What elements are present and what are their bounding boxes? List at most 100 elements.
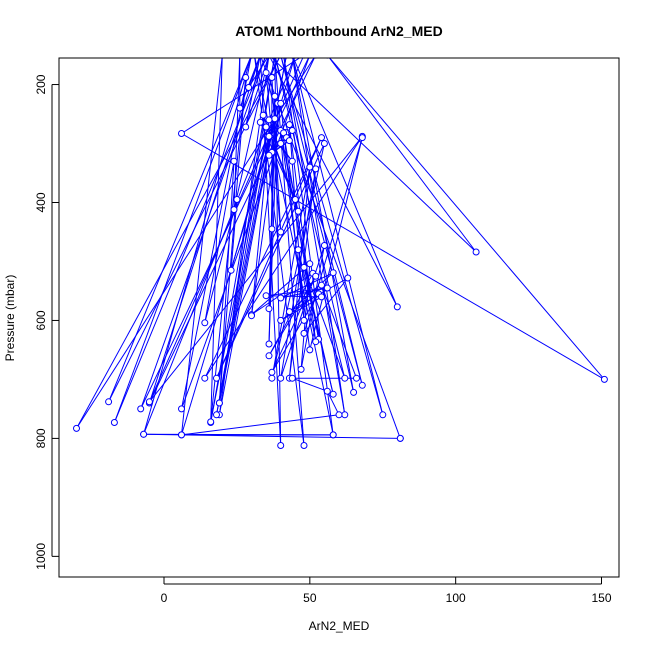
data-point [300, 316, 308, 324]
line-segment [326, 390, 340, 416]
line-segment [280, 245, 325, 379]
line-segment [280, 296, 322, 321]
data-point [265, 151, 273, 159]
data-point [288, 374, 296, 382]
line-segment [181, 414, 340, 436]
data-point [300, 263, 308, 271]
line-segment [181, 58, 301, 134]
data-point [277, 99, 285, 107]
data-point [268, 368, 276, 376]
data-point [233, 196, 241, 203]
data-point [313, 58, 318, 59]
data-point [145, 398, 153, 406]
data-point [277, 316, 285, 324]
data-point [277, 140, 285, 147]
line-segment [143, 58, 252, 435]
data-point [297, 365, 305, 373]
line-segment [321, 284, 357, 379]
data-point [472, 248, 480, 256]
data-point [278, 58, 283, 59]
data-point [265, 305, 273, 313]
line-segment [204, 161, 235, 323]
line-segment [216, 137, 322, 379]
data-point [249, 58, 254, 59]
line-segment [289, 272, 334, 312]
data-point [285, 121, 293, 129]
data-point [249, 58, 254, 59]
data-point [252, 58, 257, 59]
data-point [262, 292, 270, 300]
data-point [600, 375, 608, 383]
data-point [278, 58, 283, 59]
line-segment [303, 267, 346, 379]
data-point [277, 374, 285, 382]
data-point [290, 58, 295, 59]
data-point [393, 303, 401, 311]
data-point [350, 388, 358, 396]
data-point [264, 58, 269, 59]
line-segment [297, 249, 317, 342]
y-tick-label: 600 [34, 310, 48, 330]
line-segment [283, 58, 346, 415]
line-segment [248, 58, 268, 88]
data-point [105, 398, 113, 406]
line-segment [251, 136, 270, 316]
line-segment [321, 284, 346, 379]
plot-region [73, 58, 608, 449]
x-tick-label: 0 [161, 591, 168, 605]
line-segment [281, 58, 384, 415]
data-point [268, 225, 276, 233]
data-point [290, 58, 295, 59]
data-point [358, 381, 366, 389]
data-point [302, 58, 306, 59]
data-point [312, 272, 320, 280]
data-point [262, 69, 270, 77]
line-segment [76, 58, 280, 429]
data-point [335, 411, 343, 419]
data-point [396, 434, 404, 442]
line-segment [216, 119, 270, 415]
data-point [265, 340, 273, 348]
data-point [294, 246, 302, 254]
data-point [213, 411, 220, 419]
data-point [344, 274, 352, 282]
data-point [329, 431, 337, 439]
data-point [201, 319, 209, 327]
line-segment [292, 377, 328, 392]
data-point [242, 74, 250, 81]
data-point [329, 269, 337, 277]
line-segment [328, 58, 477, 253]
data-point [267, 58, 271, 59]
line-segment [303, 137, 363, 334]
line-segment [245, 58, 261, 128]
line-segment [230, 103, 279, 271]
series-line [76, 58, 605, 446]
line-segment [210, 119, 270, 422]
data-point [294, 207, 302, 215]
line-segment [181, 58, 223, 435]
x-axis: 0 50 100 150 [161, 577, 612, 605]
data-point [281, 58, 286, 59]
data-point [288, 127, 296, 134]
x-tick-label: 50 [303, 591, 317, 605]
data-point [258, 58, 263, 59]
data-point [265, 116, 273, 124]
data-point [323, 387, 331, 395]
data-point [300, 442, 308, 449]
data-point [312, 165, 320, 173]
data-point [320, 140, 328, 147]
data-point [267, 58, 271, 59]
line-segment [275, 58, 363, 386]
data-point [230, 157, 238, 165]
line-segment [262, 115, 299, 212]
data-point [320, 242, 328, 249]
data-point [341, 411, 349, 419]
data-point [341, 374, 349, 382]
data-point [207, 418, 215, 426]
line-segment [218, 77, 247, 404]
data-point [312, 338, 320, 346]
line-segment [181, 133, 605, 380]
data-point [318, 281, 325, 289]
x-axis-label: ArN2_MED [309, 619, 370, 633]
line-segment [108, 58, 251, 402]
